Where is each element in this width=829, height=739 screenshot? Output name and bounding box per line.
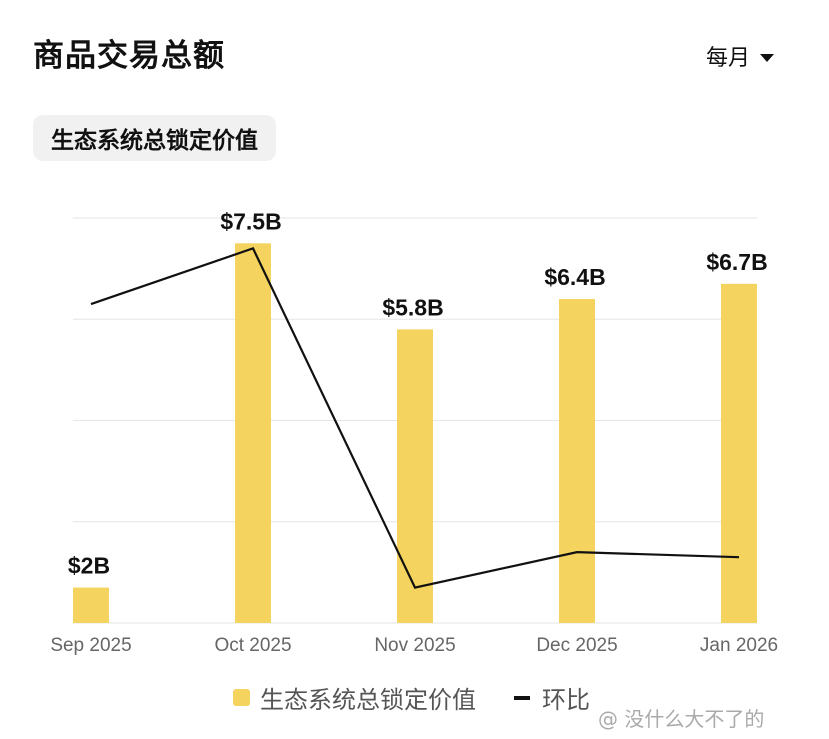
x-tick-label: Sep 2025 (50, 635, 131, 656)
bar-4 (559, 299, 595, 623)
line-series (90, 247, 740, 589)
watermark-text: @ 没什么大不了的 (598, 707, 765, 731)
legend-bar-swatch (233, 689, 250, 706)
watermark: @ 没什么大不了的 (598, 703, 764, 732)
data-label: $2B (68, 553, 110, 579)
legend-bar-label: 生态系统总锁定价值 (260, 686, 476, 714)
period-dropdown[interactable]: 每月 (706, 40, 775, 72)
bar-5 (721, 283, 757, 623)
data-label: $5.8B (382, 294, 443, 320)
x-tick-label: Jan 2026 (700, 635, 778, 656)
x-tick-label: Nov 2025 (374, 635, 455, 656)
legend-line-label: 环比 (542, 686, 590, 714)
metric-label: 生态系统总锁定价值 (51, 128, 258, 154)
x-tick-label: Dec 2025 (536, 635, 617, 656)
bar-3 (397, 329, 433, 623)
data-label: $7.5B (220, 208, 281, 234)
page-title: 商品交易总额 (33, 38, 225, 74)
data-label: $6.7B (706, 249, 767, 275)
chart-area: $2B $7.5B $5.8B $6.4B $6.7B Sep 2025 Oct 2025 N… (50, 208, 778, 656)
data-label: $6.4B (544, 264, 605, 290)
x-tick-label: Oct 2025 (214, 635, 291, 656)
caret-down-icon (760, 53, 775, 62)
bar-2 (235, 243, 271, 623)
legend-line-swatch (514, 695, 530, 700)
bar-1 (73, 587, 109, 623)
period-label: 每月 (706, 46, 751, 71)
chart-legend: 生态系统总锁定价值 环比 (233, 680, 590, 715)
metric-selector[interactable]: 生态系统总锁定价值 (33, 115, 276, 161)
